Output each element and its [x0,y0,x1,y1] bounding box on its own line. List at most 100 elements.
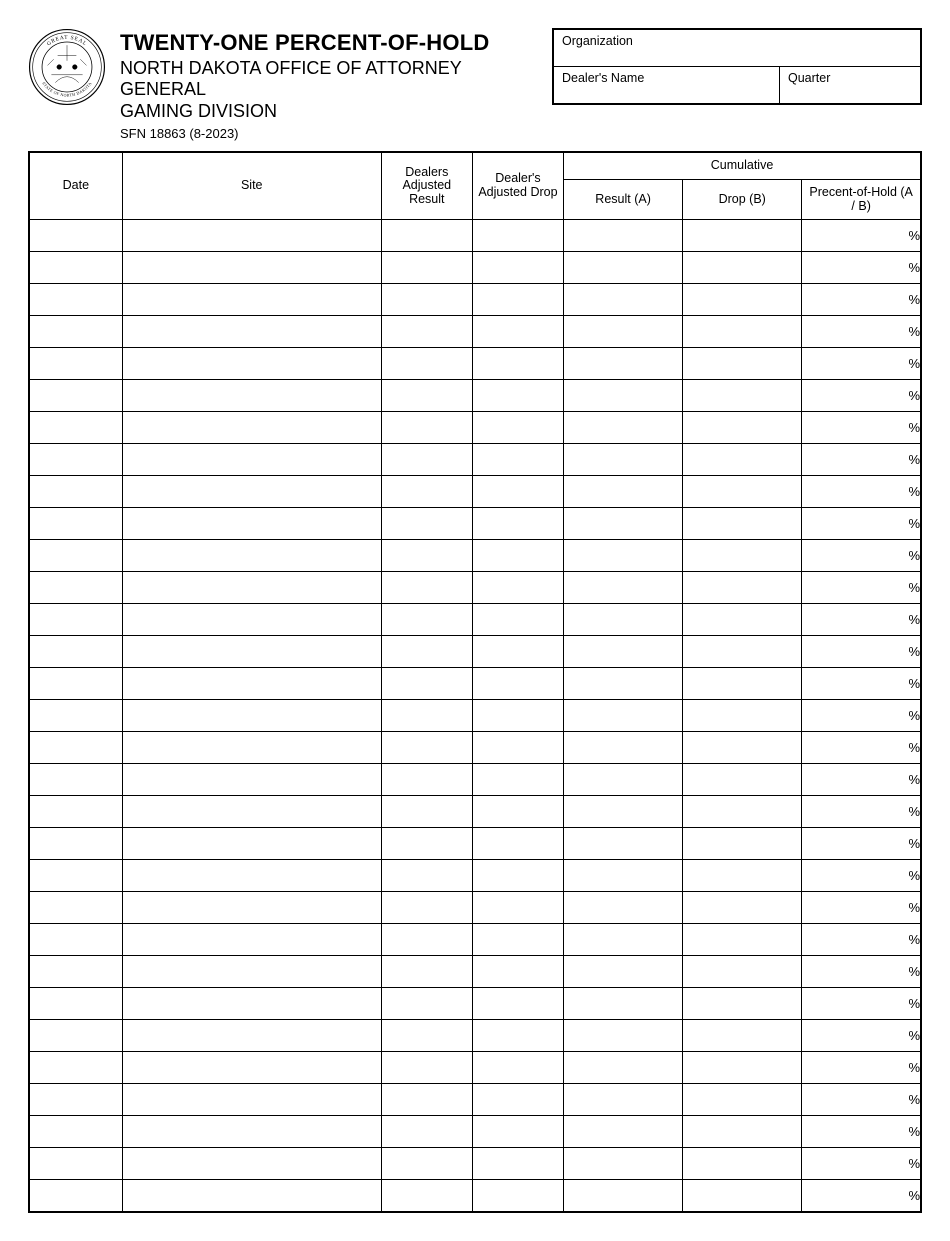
table-cell[interactable] [29,604,122,636]
table-cell[interactable] [472,604,563,636]
table-cell[interactable] [472,572,563,604]
table-cell[interactable] [564,476,683,508]
table-cell[interactable] [29,1020,122,1052]
table-cell[interactable] [564,1148,683,1180]
table-cell[interactable] [564,1180,683,1212]
table-cell[interactable] [472,700,563,732]
table-cell[interactable] [29,1148,122,1180]
table-cell[interactable] [381,540,472,572]
table-cell[interactable] [683,508,802,540]
table-cell[interactable] [122,860,381,892]
table-cell[interactable] [564,540,683,572]
table-cell[interactable] [122,412,381,444]
table-cell[interactable] [122,732,381,764]
table-cell[interactable] [683,220,802,252]
table-cell[interactable] [683,796,802,828]
table-cell[interactable] [683,1148,802,1180]
table-cell[interactable] [683,1084,802,1116]
table-cell[interactable] [122,1180,381,1212]
table-cell[interactable] [683,380,802,412]
table-cell[interactable] [381,1116,472,1148]
table-cell[interactable] [564,668,683,700]
table-cell[interactable] [381,444,472,476]
table-cell[interactable] [381,732,472,764]
table-cell[interactable] [381,1180,472,1212]
table-cell[interactable] [381,764,472,796]
table-cell[interactable]: % [802,1116,921,1148]
table-cell[interactable] [472,988,563,1020]
table-cell[interactable] [381,348,472,380]
table-cell[interactable] [683,636,802,668]
table-cell[interactable] [683,348,802,380]
table-cell[interactable] [564,1116,683,1148]
table-cell[interactable]: % [802,220,921,252]
table-cell[interactable] [122,764,381,796]
table-cell[interactable] [122,1052,381,1084]
table-cell[interactable] [683,476,802,508]
table-cell[interactable] [564,988,683,1020]
table-cell[interactable]: % [802,924,921,956]
table-cell[interactable]: % [802,732,921,764]
table-cell[interactable] [683,1116,802,1148]
table-cell[interactable] [381,892,472,924]
table-cell[interactable] [29,796,122,828]
table-cell[interactable] [381,380,472,412]
table-cell[interactable] [122,604,381,636]
table-cell[interactable] [122,924,381,956]
table-cell[interactable] [564,604,683,636]
table-cell[interactable]: % [802,508,921,540]
table-cell[interactable] [564,732,683,764]
table-cell[interactable] [564,1052,683,1084]
table-cell[interactable]: % [802,348,921,380]
table-cell[interactable] [29,380,122,412]
table-cell[interactable] [683,252,802,284]
table-cell[interactable] [29,476,122,508]
table-cell[interactable] [683,540,802,572]
table-cell[interactable] [564,412,683,444]
table-cell[interactable]: % [802,988,921,1020]
table-cell[interactable]: % [802,636,921,668]
table-cell[interactable] [564,508,683,540]
table-cell[interactable] [564,284,683,316]
table-cell[interactable]: % [802,284,921,316]
table-cell[interactable] [381,828,472,860]
table-cell[interactable] [381,252,472,284]
table-cell[interactable] [381,1020,472,1052]
table-cell[interactable] [683,284,802,316]
table-cell[interactable] [122,1116,381,1148]
table-cell[interactable] [472,668,563,700]
table-cell[interactable] [381,860,472,892]
table-cell[interactable] [122,1020,381,1052]
table-cell[interactable] [683,1052,802,1084]
dealer-name-field[interactable]: Dealer's Name [554,67,780,103]
table-cell[interactable]: % [802,796,921,828]
table-cell[interactable] [472,828,563,860]
table-cell[interactable]: % [802,828,921,860]
table-cell[interactable] [29,1116,122,1148]
table-cell[interactable] [29,988,122,1020]
table-cell[interactable] [472,636,563,668]
table-cell[interactable] [472,1052,563,1084]
table-cell[interactable]: % [802,252,921,284]
table-cell[interactable] [472,924,563,956]
table-cell[interactable] [683,1180,802,1212]
table-cell[interactable] [29,444,122,476]
table-cell[interactable] [564,796,683,828]
table-cell[interactable] [29,284,122,316]
table-cell[interactable] [472,348,563,380]
table-cell[interactable] [381,1148,472,1180]
table-cell[interactable] [381,604,472,636]
table-cell[interactable] [381,1052,472,1084]
table-cell[interactable] [122,540,381,572]
table-cell[interactable] [29,1084,122,1116]
table-cell[interactable] [472,1180,563,1212]
table-cell[interactable] [472,252,563,284]
table-cell[interactable] [564,924,683,956]
table-cell[interactable] [29,316,122,348]
table-cell[interactable] [29,540,122,572]
table-cell[interactable] [29,924,122,956]
table-cell[interactable]: % [802,956,921,988]
table-cell[interactable] [472,732,563,764]
table-cell[interactable] [683,956,802,988]
table-cell[interactable] [564,764,683,796]
